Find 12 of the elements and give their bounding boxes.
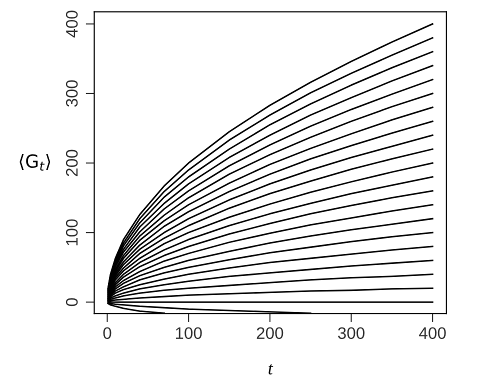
y-tick-label: 300 bbox=[66, 80, 78, 107]
x-tick-label: 100 bbox=[176, 327, 202, 340]
y-tick-label: 400 bbox=[66, 10, 78, 38]
x-axis-title: t bbox=[268, 364, 274, 374]
y-tick-label: 100 bbox=[66, 219, 78, 246]
x-tick-label: 0 bbox=[103, 327, 112, 340]
x-tick-label: 400 bbox=[419, 327, 446, 340]
x-tick-label: 200 bbox=[256, 327, 284, 340]
y-axis-title: ⟨G$_{t}$⟩ bbox=[20, 154, 50, 171]
y-tick-label: 200 bbox=[66, 150, 78, 176]
y-tick-label: 0 bbox=[66, 298, 78, 306]
x-tick-label: 300 bbox=[338, 327, 364, 340]
